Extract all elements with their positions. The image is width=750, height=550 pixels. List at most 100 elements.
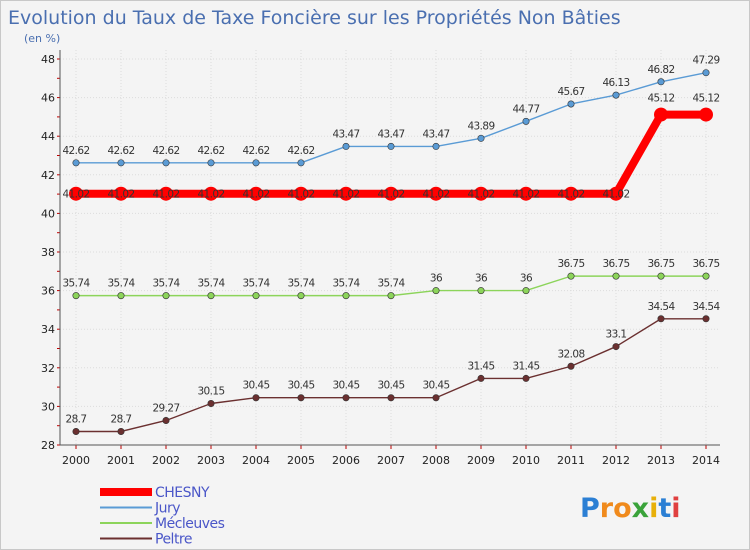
data-label-chesny: 41.02	[62, 189, 89, 201]
data-label-chesny: 41.02	[557, 189, 584, 201]
data-point-chesny	[519, 186, 533, 201]
data-label-jury: 46.82	[647, 64, 674, 76]
data-label-peltre: 34.54	[647, 301, 675, 313]
proxiti-logo-text: Proxiti	[580, 493, 681, 524]
data-label-jury: 43.89	[467, 120, 494, 132]
data-label-mecleuves: 35.74	[107, 278, 135, 290]
data-point-chesny	[249, 186, 263, 201]
data-point-jury	[657, 78, 665, 86]
data-label-jury: 45.67	[557, 86, 584, 98]
data-point-peltre	[387, 394, 395, 402]
data-label-jury: 42.62	[197, 145, 224, 157]
data-label-peltre: 31.45	[512, 360, 539, 372]
data-label-mecleuves: 35.74	[287, 278, 315, 290]
y-tick-label: 48	[41, 53, 55, 66]
data-label-chesny: 41.02	[377, 189, 404, 201]
x-tick-label: 2001	[107, 454, 135, 467]
data-point-peltre	[117, 427, 125, 435]
data-point-peltre	[252, 394, 260, 402]
data-label-mecleuves: 36	[475, 273, 488, 285]
y-tick-label: 44	[41, 130, 55, 143]
data-point-jury	[702, 69, 710, 77]
x-tick-label: 2012	[602, 454, 630, 467]
data-label-jury: 44.77	[512, 103, 539, 115]
data-label-jury: 43.47	[422, 128, 449, 140]
data-label-chesny: 41.02	[287, 189, 314, 201]
data-point-chesny	[609, 186, 623, 201]
data-point-jury	[612, 91, 620, 99]
y-tick-label: 38	[41, 246, 55, 259]
data-label-chesny: 45.12	[692, 93, 719, 105]
data-label-jury: 42.62	[152, 145, 179, 157]
data-point-mecleuves	[387, 292, 395, 300]
data-point-mecleuves	[432, 287, 440, 295]
data-label-peltre: 29.27	[152, 402, 179, 414]
data-point-chesny	[429, 186, 443, 201]
data-point-chesny	[699, 107, 713, 122]
data-point-chesny	[654, 107, 668, 122]
data-point-mecleuves	[297, 292, 305, 300]
data-point-mecleuves	[342, 292, 350, 300]
chart-subtitle: (en %)	[24, 32, 60, 45]
proxiti-logo: Proxiti	[580, 493, 681, 524]
y-tick-label: 32	[41, 362, 55, 375]
y-tick-label: 28	[41, 439, 55, 452]
x-tick-label: 2000	[62, 454, 90, 467]
data-point-chesny	[114, 186, 128, 201]
data-point-jury	[387, 142, 395, 150]
data-point-jury	[72, 159, 80, 167]
y-tick-label: 46	[41, 92, 55, 105]
data-label-jury: 43.47	[377, 128, 404, 140]
data-point-chesny	[69, 186, 83, 201]
data-point-jury	[162, 159, 170, 167]
y-tick-label: 30	[41, 400, 55, 413]
data-label-mecleuves: 36.75	[647, 258, 674, 270]
y-tick-label: 36	[41, 285, 55, 298]
data-labels: 41.02 41.02 41.02 41.02 41.02 41.02 41.02 41.02…	[62, 55, 721, 426]
data-point-mecleuves	[162, 292, 170, 300]
legend-item-label: CHESNY	[155, 485, 210, 501]
legend-item-label: Mécleuves	[155, 516, 225, 532]
data-label-peltre: 31.45	[467, 360, 494, 372]
data-point-jury	[432, 142, 440, 150]
data-point-jury	[117, 159, 125, 167]
data-label-jury: 42.62	[107, 145, 134, 157]
data-label-mecleuves: 35.74	[332, 278, 360, 290]
data-label-jury: 42.62	[62, 145, 89, 157]
data-point-mecleuves	[522, 287, 530, 295]
data-point-peltre	[702, 315, 710, 323]
data-label-jury: 43.47	[332, 128, 359, 140]
data-point-mecleuves	[72, 292, 80, 300]
data-label-mecleuves: 36.75	[602, 258, 629, 270]
data-label-peltre: 34.54	[692, 301, 720, 313]
data-label-mecleuves: 35.74	[242, 278, 270, 290]
x-tick-label: 2009	[467, 454, 495, 467]
data-point-peltre	[207, 400, 215, 408]
data-label-mecleuves: 36.75	[692, 258, 719, 270]
x-tick-label: 2006	[332, 454, 360, 467]
x-tick-label: 2010	[512, 454, 540, 467]
data-point-peltre	[657, 315, 665, 323]
data-label-mecleuves: 36	[520, 273, 533, 285]
data-point-peltre	[522, 374, 530, 382]
data-label-jury: 42.62	[242, 145, 269, 157]
data-point-peltre	[477, 374, 485, 382]
legend-item-label: Jury	[154, 501, 180, 517]
x-tick-label: 2007	[377, 454, 405, 467]
data-label-mecleuves: 36	[430, 273, 443, 285]
data-point-chesny	[564, 186, 578, 201]
data-point-peltre	[612, 343, 620, 351]
data-label-chesny: 41.02	[197, 189, 224, 201]
y-tick-label: 40	[41, 207, 55, 220]
data-point-chesny	[474, 186, 488, 201]
chart-title: Evolution du Taux de Taxe Foncière sur l…	[8, 7, 621, 29]
x-tick-label: 2013	[647, 454, 675, 467]
data-label-chesny: 41.02	[422, 189, 449, 201]
data-label-peltre: 30.45	[422, 380, 449, 392]
data-point-mecleuves	[207, 292, 215, 300]
data-point-jury	[342, 142, 350, 150]
data-label-mecleuves: 35.74	[377, 278, 405, 290]
data-label-peltre: 32.08	[557, 348, 584, 360]
axes: 28 30 32 34 36 38 40 42 44 46 48 2000 2001 2002 2003 20…	[41, 50, 720, 467]
